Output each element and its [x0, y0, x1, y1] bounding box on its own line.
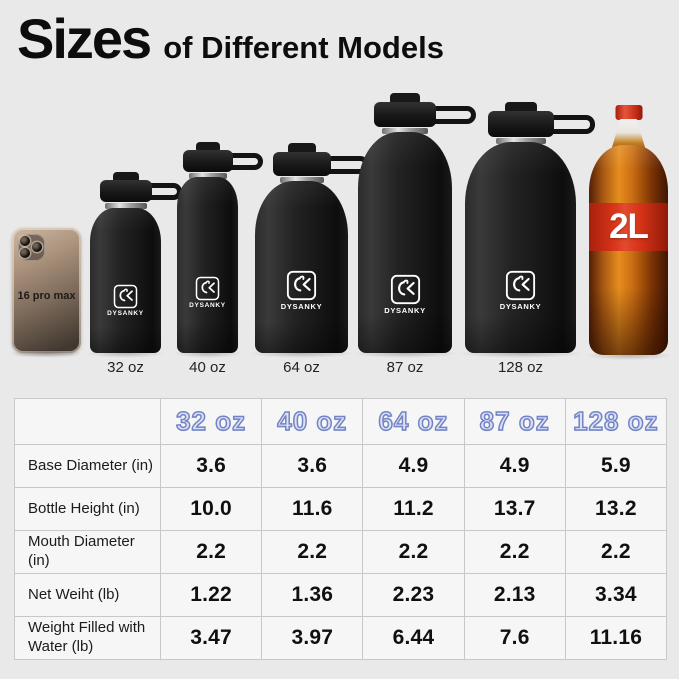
table-cell: 13.7 [464, 488, 565, 530]
brand-logo: DYSANKY [178, 276, 238, 309]
neck-ring [188, 173, 227, 179]
brand-name: DYSANKY [384, 306, 426, 315]
title-main: Sizes [17, 7, 152, 70]
neck-ring [495, 138, 546, 144]
table-row-label-mouth-diameter: Mouth Diameter (in) [15, 531, 160, 573]
cap-knob [504, 102, 537, 112]
table-cell: 6.44 [363, 617, 464, 659]
brand-logo: DYSANKY [96, 284, 156, 317]
brand-logo: DYSANKY [375, 274, 435, 315]
table-cell: 4.9 [464, 445, 565, 487]
bottle-caption-128oz: 128 oz [497, 359, 544, 376]
cola-label-text: 2L [609, 207, 649, 246]
table-corner-cell [15, 399, 160, 444]
brand-name: DYSANKY [107, 310, 144, 317]
table-cell: 3.97 [262, 617, 363, 659]
brand-logo: DYSANKY [491, 270, 551, 311]
table-cell: 2.2 [262, 531, 363, 573]
table-row-label-net-weight: Net Weiht (lb) [15, 574, 160, 616]
table-col-header-128oz: 128 oz [565, 399, 666, 444]
cap-lid [374, 102, 436, 127]
bottle-body: DYSANKY [90, 208, 161, 353]
brand-logo-icon [286, 270, 317, 301]
size-spec-table: 32 oz 40 oz 64 oz 87 oz 128 oz Base Diam… [14, 398, 667, 660]
table-cell: 1.36 [262, 574, 363, 616]
brand-logo-icon [390, 274, 420, 305]
brand-logo-icon [505, 270, 536, 301]
table-cell: 2.13 [464, 574, 565, 616]
bottle-body: DYSANKY [358, 132, 452, 353]
size-comparison-scene: 16 pro max DYSANKY [9, 93, 672, 376]
table-cell: 11.6 [262, 488, 363, 530]
table-cell: 1.22 [161, 574, 262, 616]
bottle-body: DYSANKY [177, 177, 238, 353]
table-col-header-87oz: 87 oz [464, 399, 565, 444]
bottle-body: DYSANKY [465, 142, 576, 353]
phone-label: 16 pro max [17, 290, 76, 302]
bottle-caption-87oz: 87 oz [386, 359, 424, 376]
bottle-40oz: DYSANKY [173, 142, 263, 358]
neck-ring [382, 128, 428, 134]
bottle-128oz: DYSANKY [458, 102, 595, 358]
cap-knob [195, 142, 220, 151]
bottle-32oz: DYSANKY [85, 172, 182, 358]
table-cell: 5.9 [565, 445, 666, 487]
bottle-87oz: DYSANKY [352, 93, 476, 358]
table-row-label-weight-filled: Weight Filled with Water (lb) [15, 617, 160, 659]
cap-knob [287, 143, 316, 153]
brand-name: DYSANKY [280, 302, 323, 311]
table-cell: 3.6 [262, 445, 363, 487]
phone-16-pro-max: 16 pro max [9, 228, 84, 358]
cap-knob [112, 172, 139, 181]
table-row-label-base-diameter: Base Diameter (in) [15, 445, 160, 487]
cap-lid [182, 150, 233, 172]
table-cell: 2.2 [161, 531, 262, 573]
table-cell: 2.2 [565, 531, 666, 573]
phone-camera-module-icon [18, 234, 45, 261]
title-subtitle: of Different Models [163, 30, 444, 65]
cap-knob [390, 93, 420, 103]
table-cell: 7.6 [464, 617, 565, 659]
table-cell: 2.2 [464, 531, 565, 573]
table-col-header-32oz: 32 oz [161, 399, 262, 444]
neck-ring [279, 177, 324, 183]
table-cell: 2.2 [363, 531, 464, 573]
cap-lid [487, 111, 554, 137]
brand-logo: DYSANKY [272, 270, 332, 311]
neck-ring [104, 203, 147, 209]
table-row-label-bottle-height: Bottle Height (in) [15, 488, 160, 530]
brand-name: DYSANKY [499, 302, 542, 311]
table-cell: 11.2 [363, 488, 464, 530]
table-col-header-64oz: 64 oz [363, 399, 464, 444]
camera-lens-icon [20, 248, 30, 258]
table-cell: 4.9 [363, 445, 464, 487]
table-cell: 3.6 [161, 445, 262, 487]
table-cell: 13.2 [565, 488, 666, 530]
bottle-caption-40oz: 40 oz [189, 359, 226, 376]
bottle-64oz: DYSANKY [249, 143, 369, 358]
table-col-header-40oz: 40 oz [262, 399, 363, 444]
table-cell: 11.16 [565, 617, 666, 659]
table-cell: 3.47 [161, 617, 262, 659]
cola-cap [615, 105, 642, 120]
brand-name: DYSANKY [189, 302, 226, 309]
bottle-body: DYSANKY [255, 181, 348, 353]
brand-logo-icon [195, 276, 220, 301]
table-cell: 2.23 [363, 574, 464, 616]
brand-logo-icon [113, 284, 138, 309]
cola-2l-bottle: 2L [585, 105, 672, 360]
table-cell: 10.0 [161, 488, 262, 530]
bottle-caption-64oz: 64 oz [283, 359, 320, 376]
cola-label: 2L [589, 203, 668, 251]
camera-lens-icon [32, 242, 42, 252]
cap-lid [272, 152, 331, 176]
bottle-caption-32oz: 32 oz [107, 359, 144, 376]
camera-lens-icon [20, 236, 30, 246]
page-title: Sizes of Different Models [17, 6, 444, 71]
cap-lid [99, 180, 152, 202]
table-cell: 3.34 [565, 574, 666, 616]
